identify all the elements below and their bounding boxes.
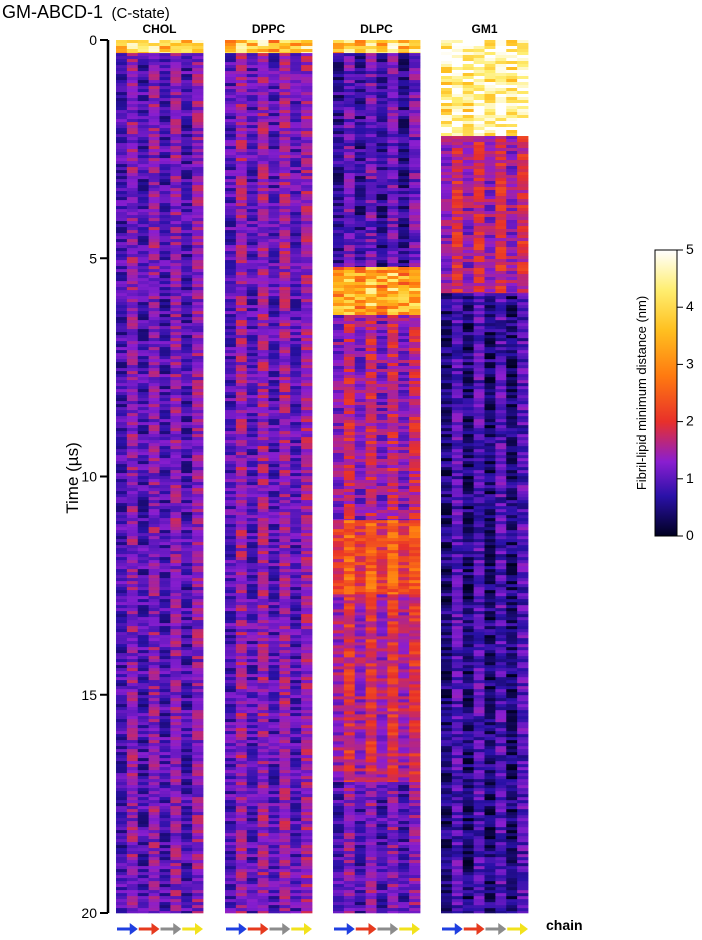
colorbar-gradient — [654, 249, 678, 537]
colorbar-label: Fibril-lipid minimum distance (nm) — [634, 296, 649, 490]
colorbar-tick-label: 4 — [686, 298, 694, 314]
chain-arrow-head — [195, 923, 203, 935]
panel-title-dppc: DPPC — [252, 22, 286, 36]
chain-arrow-head — [260, 923, 269, 935]
figure-title-state: (C-state) — [111, 5, 169, 22]
heatmap-panel-dlpc: DLPC — [333, 22, 421, 914]
colorbar-tick-label: 0 — [686, 527, 694, 543]
chain-arrow-head — [476, 923, 485, 935]
chain-arrow-head — [454, 923, 463, 935]
colorbar-tick-label: 2 — [686, 413, 694, 429]
colorbar-tick-label: 1 — [686, 470, 694, 486]
chain-label: chain — [546, 917, 583, 933]
colorbar-tick-label: 3 — [686, 355, 694, 371]
panel-title-chol: CHOL — [143, 22, 177, 36]
chain-arrow-head — [304, 923, 312, 935]
chain-arrow-head — [520, 923, 528, 935]
panel-title-gm1: GM1 — [471, 22, 497, 36]
heatmap-panel-chol: CHOL — [116, 22, 204, 914]
heatmap-panels: CHOL DPPC DLPC GM1 — [116, 22, 529, 914]
figure-title-main: GM-ABCD-1 — [2, 2, 103, 22]
y-axis-label: Time (µs) — [63, 442, 82, 514]
chain-arrow-head — [390, 923, 399, 935]
chain-arrow-head — [346, 923, 355, 935]
chain-arrow-head — [238, 923, 247, 935]
y-tick-label: 15 — [81, 687, 97, 703]
heatmap-panel-dppc: DPPC — [225, 22, 313, 914]
y-tick-label: 5 — [89, 250, 97, 266]
chain-arrow-head — [368, 923, 377, 935]
colorbar: 0 1 2 3 4 5 — [654, 241, 694, 543]
y-tick-label: 0 — [89, 32, 97, 48]
chain-arrows — [117, 923, 528, 935]
chain-arrow-head — [173, 923, 182, 935]
heatmap-panel-gm1: GM1 — [441, 22, 529, 914]
chain-arrow-head — [282, 923, 291, 935]
y-tick-label: 20 — [81, 905, 97, 921]
chain-arrow-head — [129, 923, 138, 935]
colorbar-tick-label: 5 — [686, 241, 694, 257]
y-axis: 0 5 10 15 20 — [81, 32, 110, 921]
y-tick-label: 10 — [81, 469, 97, 485]
chain-arrow-head — [151, 923, 160, 935]
chain-arrow-head — [412, 923, 420, 935]
panel-title-dlpc: DLPC — [360, 22, 393, 36]
figure-title: GM-ABCD-1 (C-state) — [2, 2, 170, 22]
chain-arrow-head — [498, 923, 507, 935]
